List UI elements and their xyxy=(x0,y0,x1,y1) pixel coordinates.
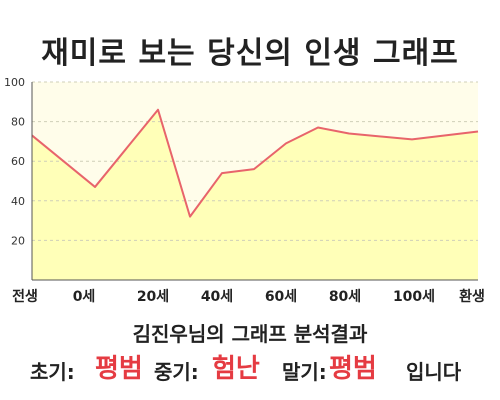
x-tick-label: 20세 xyxy=(137,289,169,305)
x-tick-label: 60세 xyxy=(265,289,297,305)
x-tick-label: 80세 xyxy=(329,289,361,305)
early-stage-label: 초기: xyxy=(30,360,75,384)
area-fill xyxy=(32,109,478,280)
late-stage-label: 말기: xyxy=(282,360,327,384)
y-tick-label: 60 xyxy=(11,155,25,168)
x-tick-label: 40세 xyxy=(201,289,233,305)
series-line xyxy=(31,108,479,218)
y-tick-label: 20 xyxy=(11,234,25,247)
mid-stage-value: 험난 xyxy=(212,354,260,384)
x-tick-label: 100세 xyxy=(393,289,435,305)
y-tick-label: 40 xyxy=(11,195,25,208)
page-title: 재미로 보는 당신의 인생 그래프 xyxy=(41,36,459,71)
analysis-summary: 김진우님의 그래프 분석결과 xyxy=(132,322,368,346)
late-stage-value: 평범 xyxy=(329,354,377,384)
analysis-result: 초기: 평범 중기: 험난 말기: 평범 입니다 xyxy=(0,348,500,384)
y-tick-label: 100 xyxy=(4,76,25,89)
mid-stage-label: 중기: xyxy=(154,360,199,384)
x-tick-label: 환생 xyxy=(459,288,485,305)
x-tick-label: 전생 xyxy=(12,288,38,305)
x-tick-label: 0세 xyxy=(73,289,96,305)
early-stage-value: 평범 xyxy=(95,354,143,384)
y-tick-label: 80 xyxy=(11,116,25,129)
result-ending: 입니다 xyxy=(406,360,462,384)
